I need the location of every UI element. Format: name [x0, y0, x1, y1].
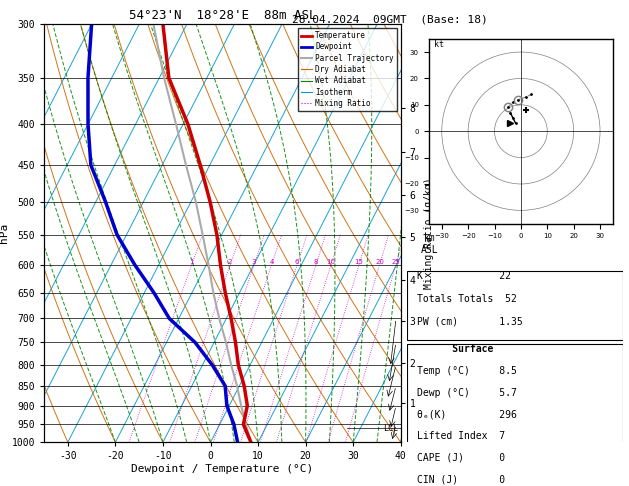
Text: 10: 10: [326, 259, 335, 265]
Text: CAPE (J)      0: CAPE (J) 0: [417, 453, 506, 463]
Text: 3: 3: [252, 259, 256, 265]
Bar: [406, 271, 623, 340]
Bar: [406, 344, 623, 486]
Text: PW (cm)       1.35: PW (cm) 1.35: [417, 317, 523, 327]
Text: 28.04.2024  09GMT  (Base: 18): 28.04.2024 09GMT (Base: 18): [292, 15, 488, 25]
Text: LCL: LCL: [384, 424, 398, 433]
Text: kt: kt: [434, 40, 444, 49]
Text: 1: 1: [189, 259, 194, 265]
Text: Temp (°C)     8.5: Temp (°C) 8.5: [417, 366, 517, 376]
Text: Totals Totals  52: Totals Totals 52: [417, 294, 517, 304]
Text: 8: 8: [314, 259, 318, 265]
Text: 6: 6: [295, 259, 299, 265]
Text: CIN (J)       0: CIN (J) 0: [417, 474, 506, 485]
Title: 54°23'N  18°28'E  88m ASL: 54°23'N 18°28'E 88m ASL: [129, 9, 316, 22]
Text: K             22: K 22: [417, 271, 511, 281]
Text: 4: 4: [269, 259, 274, 265]
Text: θₑ(K)         296: θₑ(K) 296: [417, 409, 517, 419]
Text: Dewp (°C)     5.7: Dewp (°C) 5.7: [417, 387, 517, 398]
Text: 15: 15: [355, 259, 364, 265]
Text: Lifted Index  7: Lifted Index 7: [417, 431, 506, 441]
Text: 20: 20: [375, 259, 384, 265]
Legend: Temperature, Dewpoint, Parcel Trajectory, Dry Adiabat, Wet Adiabat, Isotherm, Mi: Temperature, Dewpoint, Parcel Trajectory…: [298, 28, 397, 111]
Y-axis label: km
ASL: km ASL: [421, 233, 438, 255]
Text: Surface: Surface: [417, 344, 494, 354]
Text: Mixing Ratio (g/kg): Mixing Ratio (g/kg): [425, 177, 434, 289]
Text: 25: 25: [391, 259, 400, 265]
Text: 2: 2: [228, 259, 232, 265]
X-axis label: Dewpoint / Temperature (°C): Dewpoint / Temperature (°C): [131, 464, 313, 474]
Y-axis label: hPa: hPa: [0, 223, 9, 243]
